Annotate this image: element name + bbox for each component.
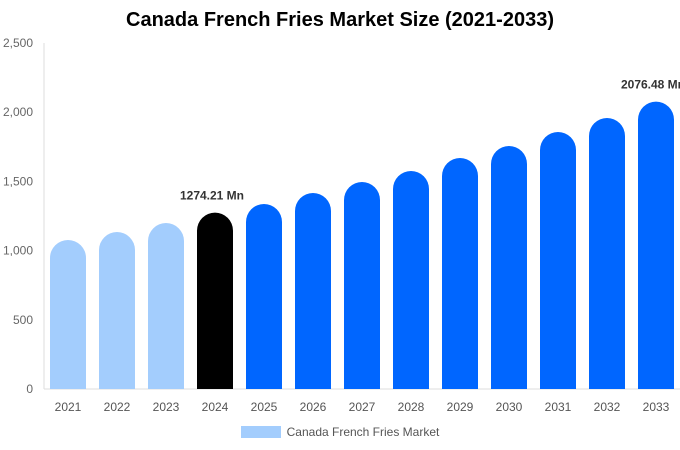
y-tick-label: 0: [26, 382, 33, 396]
x-tick-label: 2031: [545, 400, 572, 414]
bar: [295, 193, 331, 389]
chart-title: Canada French Fries Market Size (2021-20…: [126, 9, 554, 31]
bar: [540, 131, 576, 389]
x-tick-label: 2024: [202, 400, 229, 414]
x-tick-label: 2027: [349, 400, 376, 414]
y-tick-label: 2,500: [3, 36, 33, 50]
bar: [589, 118, 625, 389]
data-label: 1274.21 Mn: [180, 189, 244, 203]
bar: [246, 203, 282, 389]
x-tick-label: 2022: [104, 400, 131, 414]
x-tick-label: 2021: [55, 400, 82, 414]
bar: [344, 181, 380, 389]
legend-swatch: [240, 426, 281, 438]
x-tick-label: 2026: [300, 400, 327, 414]
legend[interactable]: Canada French Fries Market: [0, 425, 680, 439]
bar: [393, 171, 429, 389]
y-tick-label: 1,500: [3, 174, 33, 188]
x-tick-label: 2032: [594, 400, 621, 414]
bar: [442, 158, 478, 389]
x-tick-label: 2033: [643, 400, 670, 414]
data-label: 2076.48 Mn: [621, 78, 680, 92]
bar: [99, 232, 135, 389]
x-tick-label: 2025: [251, 400, 278, 414]
x-tick-label: 2029: [447, 400, 474, 414]
bar: [491, 145, 527, 389]
bar: [197, 212, 233, 389]
bar: [148, 223, 184, 389]
x-tick-label: 2028: [398, 400, 425, 414]
y-tick-label: 2,000: [3, 105, 33, 119]
y-tick-label: 1,000: [3, 244, 33, 258]
bar: [638, 101, 674, 389]
x-tick-label: 2030: [496, 400, 523, 414]
x-tick-label: 2023: [153, 400, 180, 414]
y-tick-label: 500: [13, 313, 33, 327]
legend-label: Canada French Fries Market: [286, 425, 440, 439]
bar: [50, 239, 86, 389]
